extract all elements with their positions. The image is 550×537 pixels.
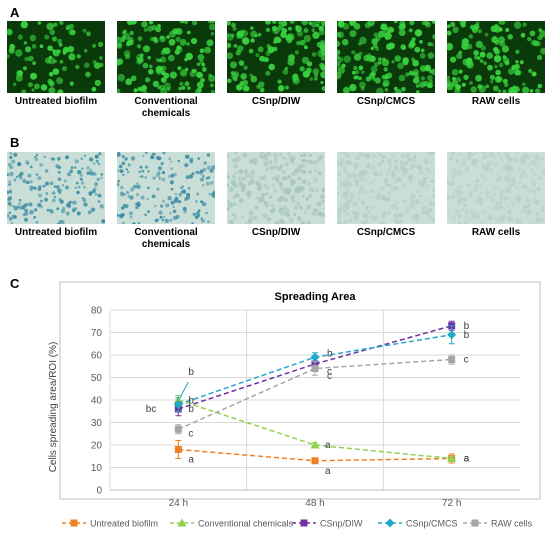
y-tick-label: 20: [91, 441, 103, 452]
legend-label: CSnp/DIW: [320, 519, 363, 529]
caption-line: CSnp/CMCS: [356, 227, 416, 238]
image-caption: Conventional chemicals: [111, 96, 221, 120]
caption-line: RAW cells: [471, 96, 521, 107]
pointer-line: [179, 381, 189, 398]
significance-label: b: [188, 396, 194, 407]
image-caption: CSnp/CMCS: [331, 227, 441, 239]
significance-label: c: [327, 371, 332, 382]
data-point: [300, 519, 308, 527]
chart-title: Spreading Area: [275, 291, 357, 303]
legend-label: Conventional chemicals: [198, 519, 294, 529]
panel-c-label: C: [10, 276, 20, 291]
fluorescence-image: [337, 21, 435, 93]
data-point: [311, 365, 319, 372]
significance-label: c: [327, 367, 332, 378]
brightfield-image: [117, 152, 215, 224]
data-point: [310, 440, 320, 449]
y-tick-label: 50: [91, 373, 103, 384]
data-point: [311, 457, 319, 465]
caption-line: Untreated biofilm: [14, 96, 98, 107]
fluorescence-image: [447, 21, 545, 93]
legend-item: RAW cells: [463, 519, 533, 529]
image-caption: RAW cells: [441, 227, 550, 239]
significance-label: a: [325, 466, 331, 477]
x-tick-label: 72 h: [442, 498, 461, 509]
y-tick-label: 70: [91, 328, 103, 339]
data-point: [471, 519, 479, 527]
y-tick-label: 10: [91, 463, 103, 474]
data-point: [70, 519, 78, 527]
significance-label: a: [325, 440, 331, 451]
series-4: ccc: [174, 354, 469, 439]
fluorescence-image: [7, 21, 105, 93]
data-point: [448, 356, 456, 363]
significance-label: b: [464, 330, 470, 341]
data-point: [177, 518, 187, 527]
caption-line: CSnp/DIW: [251, 227, 301, 238]
image-caption: Untreated biofilm: [1, 96, 111, 108]
legend-item: CSnp/CMCS: [378, 518, 458, 529]
legend-item: CSnp/DIW: [292, 519, 363, 529]
y-tick-label: 60: [91, 351, 103, 362]
image-caption: CSnp/CMCS: [331, 96, 441, 108]
y-axis-label: Cells spreading area/ROI (%): [48, 342, 59, 473]
data-point: [447, 330, 457, 340]
image-caption: Untreated biofilm: [1, 227, 111, 239]
significance-label: c: [188, 428, 193, 439]
legend-label: Untreated biofilm: [90, 519, 158, 529]
significance-label: b: [188, 367, 194, 378]
image-caption: Conventional chemicals: [111, 227, 221, 251]
legend-item: Untreated biofilm: [62, 519, 158, 529]
significance-label: b: [327, 348, 333, 359]
brightfield-image: [447, 152, 545, 224]
fluorescence-image: [227, 21, 325, 93]
spreading-area-chart: Spreading Area Cells spreading area/ROI …: [0, 280, 550, 532]
x-tick-label: 24 h: [169, 498, 188, 509]
fluorescence-image: [117, 21, 215, 93]
data-point: [174, 446, 182, 453]
significance-label: b: [188, 404, 194, 415]
caption-line: CSnp/DIW: [251, 96, 301, 107]
y-tick-label: 80: [91, 306, 103, 317]
caption-line: chemicals: [141, 239, 191, 250]
legend-item: Conventional chemicals: [170, 518, 294, 529]
data-point: [173, 400, 183, 409]
image-caption: RAW cells: [441, 96, 550, 108]
caption-line: Untreated biofilm: [14, 227, 98, 238]
caption-line: RAW cells: [471, 227, 521, 238]
caption-line: Conventional: [134, 96, 198, 107]
legend-label: RAW cells: [491, 519, 533, 529]
data-point: [385, 518, 395, 528]
annotation-label: bc: [146, 404, 157, 415]
brightfield-image: [337, 152, 435, 224]
data-point: [310, 352, 320, 362]
image-caption: CSnp/DIW: [221, 96, 331, 108]
caption-line: Conventional: [134, 227, 198, 238]
significance-label: a: [464, 454, 470, 465]
series-line: [178, 358, 452, 430]
significance-label: b: [464, 321, 470, 332]
significance-label: a: [464, 454, 470, 465]
chart-frame: [59, 281, 541, 500]
panel-b-label: B: [10, 135, 20, 150]
brightfield-image: [7, 152, 105, 224]
significance-label: c: [464, 355, 469, 366]
y-tick-label: 40: [91, 396, 103, 407]
significance-label: a: [188, 455, 194, 466]
data-point: [174, 425, 182, 433]
brightfield-image: [227, 152, 325, 224]
series-3: bbb: [173, 325, 470, 412]
x-tick-label: 48 h: [305, 498, 324, 509]
image-caption: CSnp/DIW: [221, 227, 331, 239]
y-tick-label: 30: [91, 418, 103, 429]
data-point: [447, 454, 457, 462]
series-line: [178, 399, 452, 460]
caption-line: chemicals: [141, 108, 191, 119]
legend-label: CSnp/CMCS: [406, 519, 458, 529]
caption-line: CSnp/CMCS: [356, 96, 416, 107]
panel-a-label: A: [10, 5, 20, 20]
chart-svg: Spreading Area Cells spreading area/ROI …: [48, 281, 541, 529]
y-tick-label: 0: [96, 486, 102, 497]
